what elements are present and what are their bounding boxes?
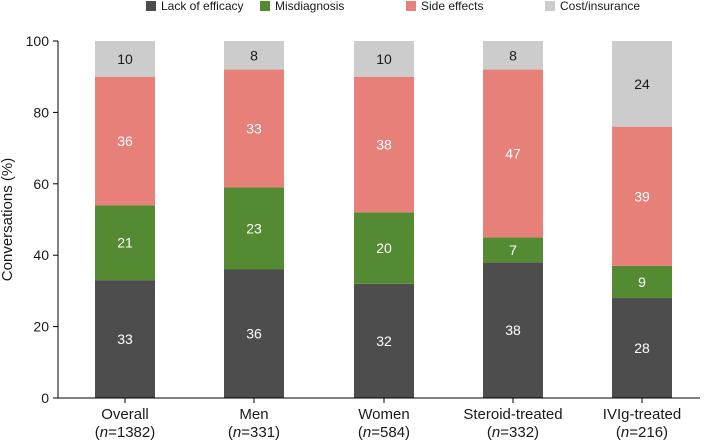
y-tick-label: 60 — [33, 176, 49, 192]
legend-label: Side effects — [421, 0, 483, 13]
legend-item-cost-insurance: Cost/insurance — [545, 0, 640, 13]
bar-segment-cost-insurance — [95, 41, 155, 77]
legend-label: Lack of efficacy — [161, 0, 244, 13]
sample-size-open-paren: ( — [487, 424, 492, 441]
bar-stack-men: 36 23 33 8 — [224, 41, 284, 398]
data-label: 10 — [117, 51, 133, 67]
bar-stack-steroid-treated: 38 7 47 8 — [483, 41, 543, 398]
bars: 33 21 36 10 36 23 33 8 32 20 38 10 38 7 47 8 28 9 39 24 — [95, 41, 672, 398]
bar-segment-lack-of-efficacy — [354, 283, 414, 398]
legend-item-lack-of-efficacy: Lack of efficacy — [146, 0, 244, 13]
data-label: 20 — [376, 240, 392, 256]
y-tick-label: 80 — [33, 104, 49, 120]
x-tick-sample-size: (n=584) — [358, 424, 410, 441]
sample-size-value: =216) — [629, 424, 668, 441]
y-tick-label: 100 — [26, 33, 50, 49]
sample-size-n: n — [100, 424, 108, 441]
x-tick-sample-size: (n=1382) — [95, 424, 155, 441]
sample-size-open-paren: ( — [616, 424, 621, 441]
data-label: 8 — [509, 47, 517, 63]
legend-swatch — [406, 1, 416, 11]
sample-size-n: n — [363, 424, 371, 441]
legend-label: Misdiagnosis — [275, 0, 344, 13]
data-label: 38 — [376, 137, 392, 153]
sample-size-value: =332) — [500, 424, 539, 441]
y-tick-label: 0 — [41, 390, 49, 406]
x-tick-sample-size: (n=216) — [616, 424, 668, 441]
data-label: 23 — [246, 220, 262, 236]
sample-size-n: n — [492, 424, 500, 441]
sample-size-n: n — [621, 424, 629, 441]
y-axis: 0 20 40 60 80 100 Conversations (%) — [0, 33, 59, 406]
x-tick-label: Overall — [101, 406, 149, 423]
x-tick-sample-size: (n=332) — [487, 424, 539, 441]
legend-swatch — [545, 1, 555, 11]
legend-item-side-effects: Side effects — [406, 0, 483, 13]
data-label: 9 — [638, 274, 646, 290]
sample-size-open-paren: ( — [358, 424, 363, 441]
sample-size-value: =584) — [371, 424, 410, 441]
data-label: 33 — [117, 331, 133, 347]
legend: Lack of efficacy Misdiagnosis Side effects… — [146, 0, 640, 13]
bar-segment-side-effects — [224, 69, 284, 188]
sample-size-value: =331) — [241, 424, 280, 441]
sample-size-open-paren: ( — [95, 424, 100, 441]
bar-stack-overall: 33 21 36 10 — [95, 41, 155, 398]
y-axis-title: Conversations (%) — [0, 158, 16, 281]
y-tick-label: 40 — [33, 247, 49, 263]
bar-segment-lack-of-efficacy — [224, 269, 284, 398]
sample-size-open-paren: ( — [228, 424, 233, 441]
bar-segment-lack-of-efficacy — [483, 262, 543, 398]
data-label: 36 — [117, 133, 133, 149]
data-label: 33 — [246, 120, 262, 136]
data-label: 36 — [246, 326, 262, 342]
legend-swatch — [260, 1, 270, 11]
data-label: 21 — [117, 235, 133, 251]
bar-segment-cost-insurance — [612, 41, 672, 127]
x-tick-label: IVIg-treated — [603, 406, 681, 423]
bar-segment-misdiagnosis — [95, 205, 155, 281]
bar-segment-cost-insurance — [224, 41, 284, 70]
bar-segment-lack-of-efficacy — [95, 280, 155, 398]
bar-segment-side-effects — [612, 126, 672, 266]
bar-segment-misdiagnosis — [483, 237, 543, 263]
bar-stack-women: 32 20 38 10 — [354, 41, 414, 398]
data-label: 32 — [376, 333, 392, 349]
bar-segment-cost-insurance — [483, 41, 543, 70]
bar-stack-ivig-treated: 28 9 39 24 — [612, 41, 672, 398]
x-tick-sample-size: (n=331) — [228, 424, 280, 441]
y-tick-label: 20 — [33, 319, 49, 335]
data-label: 24 — [634, 76, 650, 92]
bar-segment-lack-of-efficacy — [612, 298, 672, 398]
legend-item-misdiagnosis: Misdiagnosis — [260, 0, 344, 13]
bar-segment-side-effects — [354, 76, 414, 213]
x-tick-label: Women — [358, 406, 409, 423]
legend-label: Cost/insurance — [560, 0, 640, 13]
data-label: 39 — [634, 188, 650, 204]
bar-segment-side-effects — [95, 76, 155, 206]
bar-segment-cost-insurance — [354, 41, 414, 77]
sample-size-value: =1382) — [108, 424, 155, 441]
x-tick-label: Steroid-treated — [463, 406, 562, 423]
data-label: 28 — [634, 340, 650, 356]
bar-segment-misdiagnosis — [612, 265, 672, 299]
bar-segment-misdiagnosis — [354, 212, 414, 284]
data-label: 8 — [250, 47, 258, 63]
sample-size-n: n — [233, 424, 241, 441]
data-label: 38 — [505, 322, 521, 338]
data-label: 47 — [505, 145, 521, 161]
data-label: 10 — [376, 51, 392, 67]
x-axis: Overall(n=1382)Men(n=331)Women(n=584)Ste… — [58, 397, 700, 441]
data-label: 7 — [509, 242, 517, 258]
legend-swatch — [146, 1, 156, 11]
bar-segment-misdiagnosis — [224, 187, 284, 270]
x-tick-label: Men — [239, 406, 268, 423]
bar-segment-side-effects — [483, 69, 543, 238]
